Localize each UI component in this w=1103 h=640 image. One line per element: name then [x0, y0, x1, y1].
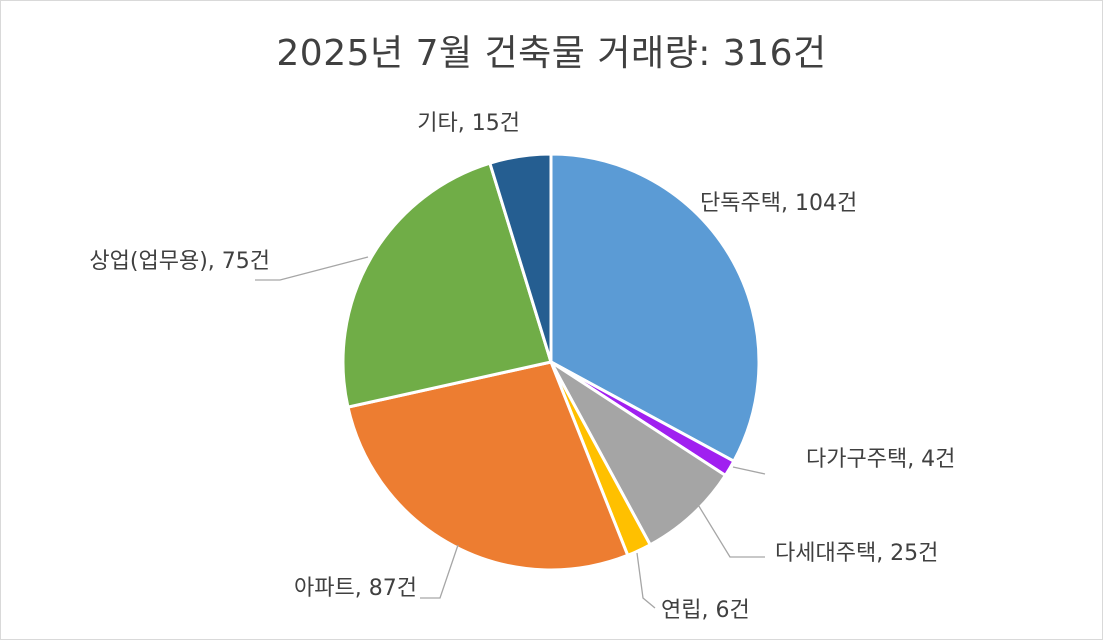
data-label-detached: 단독주택, 104건	[700, 191, 857, 216]
data-label-dagagu: 다가구주택, 4건	[806, 447, 955, 472]
data-label-yeonlip: 연립, 6건	[661, 598, 750, 623]
pie-slice-apartment	[346, 360, 630, 572]
pie-slice-dasedae	[549, 360, 728, 547]
leader-line-dagagu	[732, 466, 766, 475]
data-labels: 단독주택, 104건 다가구주택, 4건 다세대주택, 25건 연립, 6건 아…	[89, 111, 955, 623]
data-label-dasedae: 다세대주택, 25건	[775, 541, 938, 566]
chart-title: 2025년 7월 건축물 거래량: 316건	[276, 33, 827, 74]
leader-line-apartment	[420, 544, 459, 599]
leader-lines	[255, 256, 766, 609]
pie-slice-commercial	[341, 161, 553, 409]
leader-line-yeonlip	[636, 552, 656, 609]
data-label-commercial: 상업(업무용), 75건	[89, 249, 270, 274]
data-label-apartment: 아파트, 87건	[294, 576, 417, 601]
leader-line-dasedae	[696, 502, 765, 558]
data-label-other: 기타, 15건	[417, 111, 520, 136]
slices-layer	[341, 152, 761, 572]
pie-slice-detached	[549, 152, 761, 464]
leader-line-commercial	[255, 256, 369, 281]
pie-slice-other	[488, 152, 553, 363]
